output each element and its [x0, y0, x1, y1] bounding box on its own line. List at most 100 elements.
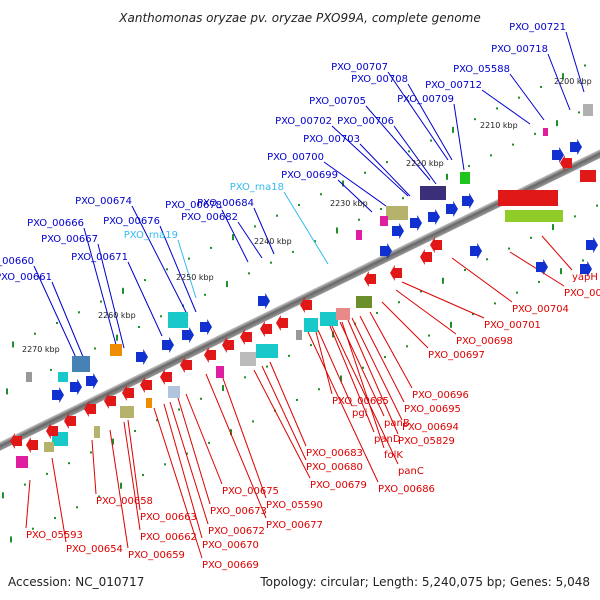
- track-marker: [560, 268, 562, 275]
- reverse-gene-label: PXO_00686: [378, 484, 435, 495]
- track-marker: [342, 180, 344, 187]
- reverse-gene-arrow: [140, 377, 152, 393]
- label-leader-line: [347, 319, 399, 435]
- label-leader-line: [51, 457, 67, 543]
- gene-feature-block: [146, 398, 152, 408]
- reverse-gene-label: PXO_00673: [210, 506, 267, 517]
- label-leader-line: [387, 71, 449, 161]
- track-marker: [386, 161, 388, 164]
- reverse-gene-label: folK: [384, 450, 403, 461]
- gene-feature-block: [296, 330, 302, 340]
- forward-gene-label: PXO_00705: [309, 96, 366, 107]
- label-leader-line: [185, 393, 223, 485]
- forward-gene-arrow: [462, 193, 474, 209]
- track-marker: [474, 118, 476, 121]
- label-leader-line: [169, 401, 209, 525]
- track-marker: [120, 482, 122, 489]
- gene-feature-block: [505, 210, 563, 222]
- forward-gene-arrow: [428, 209, 440, 225]
- map-title: Xanthomonas oryzae pv. oryzae PXO99A, co…: [118, 11, 480, 25]
- track-marker: [380, 207, 382, 210]
- label-leader-line: [83, 227, 119, 353]
- track-marker: [398, 301, 400, 304]
- gene-feature-block: [356, 296, 372, 308]
- track-marker: [508, 247, 510, 250]
- reverse-gene-label: PXO_05829: [398, 436, 455, 447]
- forward-gene-label: PXO_00699: [281, 170, 338, 181]
- gene-feature-block: [498, 190, 558, 206]
- track-marker: [494, 302, 496, 305]
- gene-feature-block: [304, 318, 318, 332]
- forward-gene-label: PXO_00666: [27, 218, 84, 229]
- gene-feature-block: [72, 356, 90, 372]
- track-marker: [100, 300, 102, 303]
- forward-gene-arrow: [162, 337, 174, 353]
- label-leader-line: [127, 419, 141, 511]
- track-marker: [204, 293, 206, 296]
- track-marker: [376, 311, 378, 314]
- reverse-gene-arrow: [122, 385, 134, 401]
- track-marker: [362, 366, 364, 369]
- gene-feature-block: [216, 366, 224, 378]
- reverse-gene-arrow: [364, 271, 376, 287]
- label-leader-line: [253, 207, 275, 255]
- track-marker: [156, 419, 158, 422]
- label-leader-line: [359, 143, 411, 197]
- gene-feature-block: [168, 386, 180, 398]
- label-leader-line: [547, 53, 571, 111]
- kbp-scale-labels: 2200 kbp 2210 kbp 2220 kbp 2230 kbp 2240 kbp…: [22, 77, 592, 354]
- track-marker: [318, 388, 320, 391]
- track-marker: [298, 203, 300, 206]
- track-marker: [596, 204, 598, 207]
- reverse-gene-label: PXO_00669: [202, 560, 259, 571]
- reverse-gene-label: PXO_00698: [456, 336, 513, 347]
- label-leader-line: [331, 125, 409, 197]
- track-marker: [406, 345, 408, 348]
- label-leader-line: [541, 235, 573, 271]
- label-leader-line: [565, 31, 585, 93]
- reverse-gene-arrow: [10, 433, 22, 449]
- label-leader-line: [33, 265, 79, 363]
- track-marker: [538, 280, 540, 283]
- label-leader-line: [339, 321, 385, 417]
- track-marker: [54, 516, 56, 519]
- forward-gene-arrow: [200, 319, 212, 335]
- track-marker: [314, 240, 316, 243]
- reverse-gene-label: yapH: [572, 272, 598, 283]
- gene-feature-block: [460, 172, 470, 184]
- reverse-gene-arrow: [300, 297, 312, 313]
- forward-gene-label: PXO_00667: [41, 234, 98, 245]
- reverse-gene-label: PXO_00662: [140, 532, 197, 543]
- track-marker: [94, 347, 96, 350]
- label-leader-line: [109, 429, 129, 549]
- reverse-gene-arrow: [430, 237, 442, 253]
- forward-gene-label: PXO_00706: [337, 116, 394, 127]
- forward-gene-arrow: [552, 147, 564, 163]
- track-marker: [428, 334, 430, 337]
- forward-gene-arrow: [580, 261, 592, 277]
- reverse-gene-label: PXO_00654: [66, 544, 123, 555]
- label-leader-line: [261, 365, 307, 461]
- label-leader-line: [307, 331, 379, 483]
- track-marker: [270, 261, 272, 264]
- gene-feature-block: [386, 206, 408, 220]
- forward-gene-arrow: [258, 293, 270, 309]
- track-marker: [164, 463, 166, 466]
- label-leader-line: [253, 369, 311, 479]
- label-leader-line: [323, 161, 387, 207]
- track-marker: [222, 385, 224, 392]
- track-marker: [90, 451, 92, 454]
- track-marker: [6, 388, 8, 395]
- track-marker: [122, 287, 124, 294]
- forward-gene-label: PXO_00674: [75, 196, 132, 207]
- label-leader-line: [337, 179, 373, 213]
- label-leader-line: [395, 289, 457, 335]
- track-marker: [56, 321, 58, 324]
- track-marker: [142, 474, 144, 477]
- track-marker: [420, 290, 422, 293]
- track-marker: [452, 126, 454, 133]
- track-marker: [384, 356, 386, 359]
- gene-feature-block: [94, 426, 100, 438]
- forward-gene-arrow: [470, 243, 482, 259]
